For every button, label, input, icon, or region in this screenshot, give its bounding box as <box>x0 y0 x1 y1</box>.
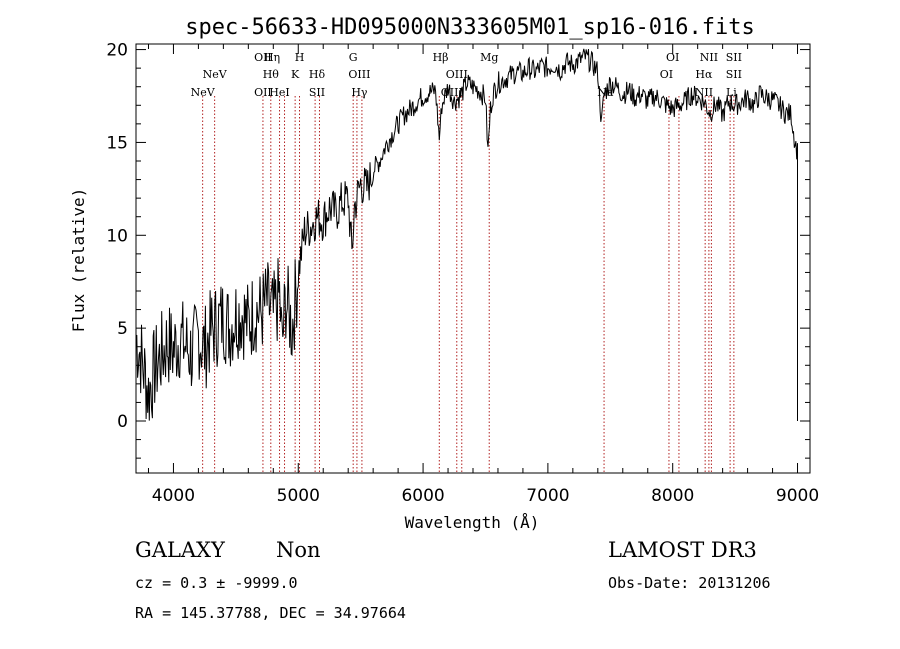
emission-line-label: G <box>349 51 358 64</box>
ra-dec: RA = 145.37788, DEC = 34.97664 <box>135 604 406 622</box>
y-axis-label: Flux (relative) <box>69 188 88 333</box>
emission-line-label: NeV <box>203 68 228 81</box>
spectrum-line <box>135 48 798 421</box>
x-tick-label: 4000 <box>152 486 195 506</box>
x-tick-label: 8000 <box>651 486 694 506</box>
emission-line-label: OI <box>666 51 679 64</box>
emission-line-label: NII <box>695 86 713 99</box>
x-tick-label: 7000 <box>526 486 569 506</box>
emission-line-label: OII <box>254 86 272 99</box>
emission-line-label: HeI <box>269 86 289 99</box>
y-tick-label: 5 <box>117 319 128 339</box>
emission-line-label: OIII <box>446 68 468 81</box>
emission-line-label: Hγ <box>351 86 368 99</box>
emission-line-label: OII <box>254 51 272 64</box>
emission-line-label: NeV <box>191 86 216 99</box>
emission-line-label: SII <box>309 86 325 99</box>
y-tick-label: 15 <box>106 133 128 153</box>
x-tick-label: 9000 <box>776 486 819 506</box>
emission-line-label: Hα <box>695 68 713 81</box>
emission-line-label: OIII <box>348 68 370 81</box>
emission-line-label: SII <box>726 68 742 81</box>
emission-line-label: SII <box>726 51 742 64</box>
emission-line-label: H <box>295 51 305 64</box>
emission-line-label: OI <box>660 68 673 81</box>
axis-ticks: 4000 5000 6000 7000 8000 9000 0 5 10 15 20 <box>106 41 819 506</box>
emission-line-label: Hη <box>264 51 280 64</box>
object-subclass: Non <box>276 538 321 562</box>
plot-frame <box>135 43 811 474</box>
emission-line-label: Hθ <box>263 68 280 81</box>
emission-line-label: Li <box>726 86 737 99</box>
y-tick-label: 0 <box>117 412 128 432</box>
emission-line-label: K <box>291 68 300 81</box>
object-class: GALAXY <box>135 538 225 562</box>
cz-value: cz = 0.3 ± -9999.0 <box>135 574 298 592</box>
emission-line-markers <box>202 96 735 473</box>
x-axis-label: Wavelength (Å) <box>405 513 540 532</box>
chart-title: spec-56633-HD095000N333605M01_sp16-016.f… <box>185 15 755 40</box>
x-tick-label: 5000 <box>277 486 320 506</box>
emission-line-label: Mg <box>480 51 498 64</box>
emission-line-label: Hβ <box>433 51 449 64</box>
survey-name: LAMOST DR3 <box>608 538 757 562</box>
obs-date: Obs-Date: 20131206 <box>608 574 771 592</box>
y-tick-label: 10 <box>106 226 128 246</box>
emission-line-label: NII <box>700 51 718 64</box>
y-tick-label: 20 <box>106 41 128 61</box>
emission-line-label: Hδ <box>309 68 326 81</box>
x-tick-label: 6000 <box>401 486 444 506</box>
